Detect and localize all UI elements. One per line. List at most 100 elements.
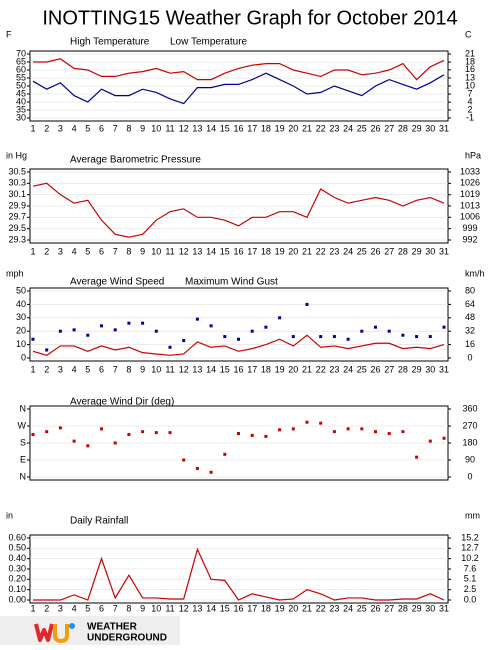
- series-line: [32, 72, 445, 105]
- x-tick-label: 23: [329, 246, 339, 256]
- y2-axis-unit: km/h: [465, 268, 485, 278]
- marker: [72, 328, 76, 332]
- marker: [209, 324, 213, 328]
- marker: [442, 436, 446, 440]
- x-tick-label: 24: [343, 123, 353, 133]
- y2-tick-label: 7.6: [464, 563, 477, 573]
- y2-tick-label: 5.1: [464, 574, 477, 584]
- x-tick-label: 16: [233, 364, 243, 374]
- x-tick-label: 29: [412, 123, 422, 133]
- y-tick-label: N: [20, 403, 27, 413]
- marker: [113, 441, 117, 445]
- y-tick-label: 29.3: [8, 234, 26, 244]
- x-tick-label: 4: [72, 364, 77, 374]
- marker: [113, 328, 117, 332]
- x-tick-label: 21: [302, 246, 312, 256]
- marker: [442, 325, 446, 329]
- x-tick-label: 12: [179, 603, 189, 613]
- x-tick-label: 15: [220, 246, 230, 256]
- marker: [319, 335, 323, 339]
- x-tick-label: 27: [384, 364, 394, 374]
- x-tick-label: 31: [439, 123, 449, 133]
- marker: [100, 324, 103, 328]
- y2-tick-label: 1033: [460, 166, 480, 176]
- y-tick-label: 29.5: [8, 223, 26, 233]
- y2-tick-label: 4: [467, 97, 472, 107]
- marker: [58, 426, 62, 430]
- x-tick-label: 24: [343, 246, 353, 256]
- x-tick-label: 25: [357, 603, 367, 613]
- x-tick-label: 4: [72, 246, 77, 256]
- x-tick-label: 30: [425, 364, 435, 374]
- x-tick-label: 19: [275, 123, 285, 133]
- x-tick-label: 2: [44, 123, 49, 133]
- marker: [415, 455, 419, 459]
- x-tick-label: 18: [261, 246, 271, 256]
- x-tick-label: 7: [113, 246, 118, 256]
- y-tick-label: N: [20, 471, 27, 481]
- x-tick-label: 31: [439, 603, 449, 613]
- x-tick-label: 13: [192, 364, 202, 374]
- y2-tick-label: 64: [465, 299, 475, 309]
- marker: [250, 329, 254, 333]
- marker: [415, 335, 419, 339]
- x-tick-label: 9: [140, 246, 145, 256]
- x-tick-label: 20: [288, 364, 298, 374]
- x-tick-label: 5: [85, 123, 90, 133]
- x-tick-label: 12: [179, 364, 189, 374]
- logo-icon: [34, 623, 75, 644]
- marker: [401, 333, 405, 337]
- x-tick-label: 11: [165, 364, 174, 374]
- y-tick-label: 0.10: [8, 584, 26, 594]
- marker: [264, 325, 268, 329]
- x-tick-label: 13: [192, 246, 202, 256]
- y-tick-label: 70: [16, 48, 26, 58]
- x-tick-label: 3: [58, 246, 63, 256]
- marker: [86, 333, 90, 337]
- y-tick-label: 40: [16, 96, 26, 106]
- y2-axis-unit: hPa: [465, 150, 481, 160]
- y-tick-label: 0.50: [8, 543, 26, 553]
- y2-tick-label: 15.2: [461, 532, 479, 542]
- y-tick-label: E: [20, 454, 26, 464]
- marker: [319, 421, 323, 425]
- x-tick-label: 19: [275, 603, 285, 613]
- marker: [223, 452, 227, 456]
- x-tick-label: 9: [140, 364, 145, 374]
- y2-tick-label: 10: [465, 80, 475, 90]
- y-tick-label: 30.3: [8, 178, 26, 188]
- marker: [182, 339, 186, 343]
- plot-frame: [29, 287, 449, 362]
- y-tick-label: 0.20: [8, 574, 26, 584]
- y-tick-label: 55: [16, 72, 26, 82]
- marker: [401, 430, 405, 434]
- legend-label: Daily Rainfall: [70, 516, 128, 527]
- marker: [278, 428, 282, 432]
- y-tick-label: 65: [16, 56, 26, 66]
- x-tick-label: 3: [58, 364, 63, 374]
- y2-tick-label: 16: [465, 64, 475, 74]
- marker: [58, 329, 62, 333]
- x-tick-label: 18: [261, 364, 271, 374]
- marker: [291, 335, 295, 339]
- x-tick-label: 30: [425, 603, 435, 613]
- marker: [237, 337, 240, 341]
- x-tick-label: 17: [247, 123, 257, 133]
- x-tick-label: 24: [343, 603, 353, 613]
- y-axis-unit: mph: [6, 268, 24, 278]
- x-tick-label: 13: [192, 603, 202, 613]
- marker: [141, 430, 145, 434]
- x-tick-label: 11: [165, 603, 174, 613]
- marker: [100, 427, 103, 431]
- x-tick-label: 18: [261, 123, 271, 133]
- x-tick-label: 8: [126, 603, 131, 613]
- x-tick-label: 27: [384, 603, 394, 613]
- x-tick-label: 4: [72, 603, 77, 613]
- x-tick-label: 21: [302, 603, 312, 613]
- y2-tick-label: 32: [465, 326, 475, 336]
- y2-tick-label: 0: [467, 471, 472, 481]
- marker: [360, 329, 364, 333]
- x-tick-label: 29: [412, 246, 422, 256]
- x-tick-label: 20: [288, 123, 298, 133]
- y2-tick-label: 16: [465, 339, 475, 349]
